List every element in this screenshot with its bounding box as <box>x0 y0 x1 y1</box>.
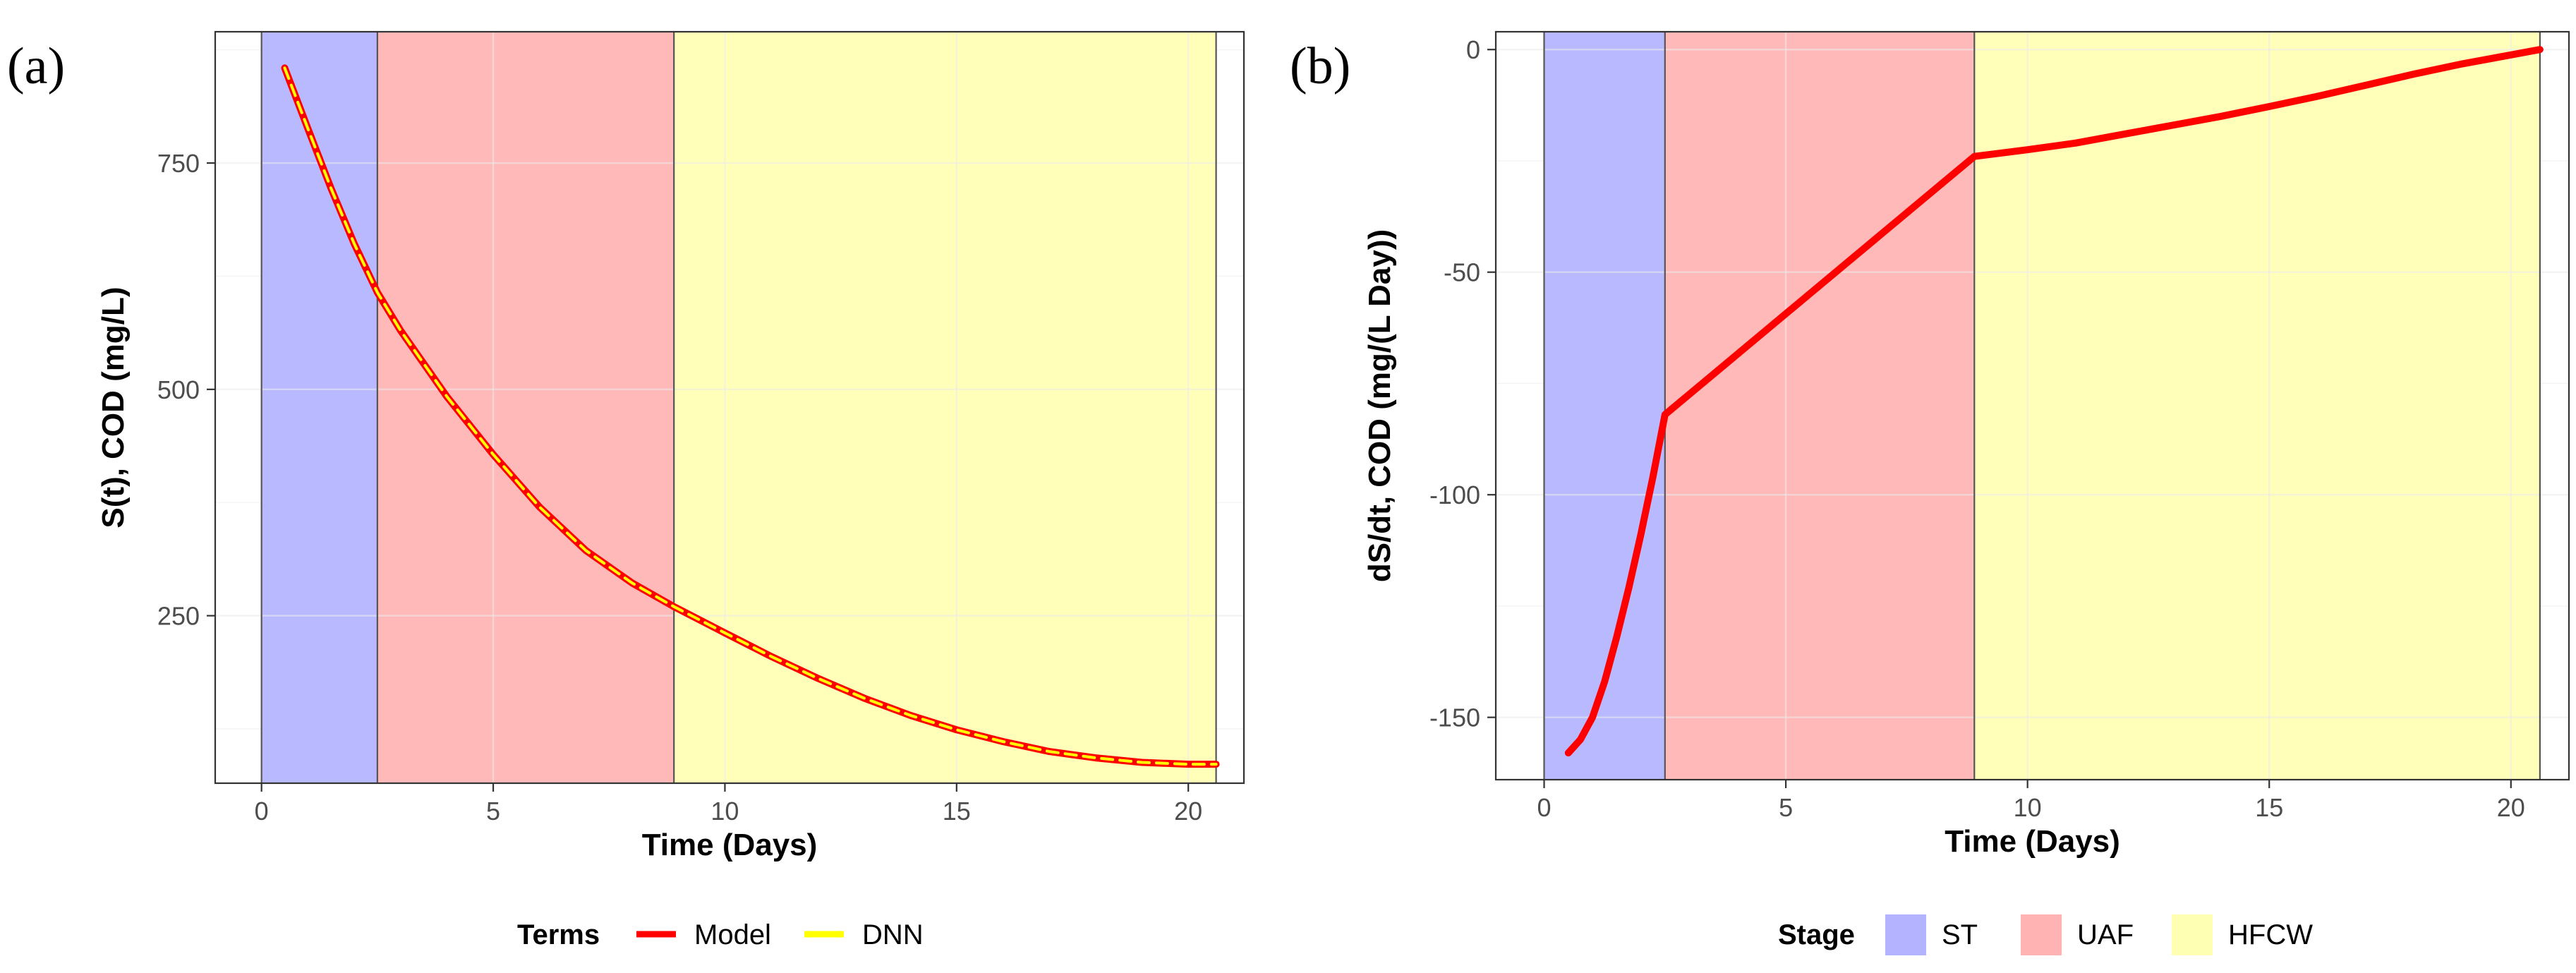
x-tick-label-0: 0 <box>255 797 269 826</box>
legend-terms-title: Terms <box>517 919 600 950</box>
stage-band-uaf <box>377 32 675 783</box>
x-tick-label-0: 0 <box>1537 793 1551 822</box>
panel-a-cod-concentration: (a) 0 5 10 15 20 250 500 750 Time (Days) S(t),… <box>7 30 1245 950</box>
stage-band-hfcw <box>1974 32 2540 780</box>
panel-a-y-ticks: 250 500 750 <box>157 149 215 631</box>
stage-band-st <box>1544 32 1665 780</box>
y-tick-label-250: 250 <box>157 602 200 631</box>
panel-b-cod-rate: (b) 0 5 10 15 20 -150 -100 -50 0 Time (Days) dS… <box>1290 30 2570 955</box>
legend-model-label: Model <box>694 919 771 950</box>
legend-stage-title: Stage <box>1778 919 1855 950</box>
legend-hfcw-label: HFCW <box>2228 919 2313 950</box>
y-tick-label-0: 0 <box>1466 35 1480 64</box>
legend-stage: Stage ST UAF HFCW <box>1778 914 2313 955</box>
panel-a-series <box>281 64 1220 768</box>
series-line-model <box>1564 46 2544 757</box>
legend-uaf-swatch <box>2021 914 2062 955</box>
y-tick-label-750: 750 <box>157 149 200 178</box>
panel-b-label: (b) <box>1290 37 1350 95</box>
panel-a-label: (a) <box>7 37 65 95</box>
y-tick-label-100: -100 <box>1429 481 1480 509</box>
series-line-dnn <box>283 66 1218 766</box>
panel-b-border <box>1494 30 2570 781</box>
x-tick-label-10: 10 <box>710 797 739 826</box>
legend-dnn-label: DNN <box>862 919 924 950</box>
panel-b-x-axis-title: Time (Days) <box>1945 824 2120 859</box>
x-tick-label-5: 5 <box>486 797 500 826</box>
x-tick-label-20: 20 <box>1174 797 1202 826</box>
stage-band-st <box>261 32 377 783</box>
y-tick-label-500: 500 <box>157 375 200 404</box>
panel-a-stage-bands <box>261 32 1216 783</box>
panel-a-major-grid <box>215 32 1244 783</box>
panel-b-y-axis-title: dS/dt, COD (mg/(L Day)) <box>1362 229 1397 582</box>
panel-a-y-axis-title: S(t), COD (mg/L) <box>96 286 131 528</box>
stage-band-hfcw <box>674 32 1216 783</box>
x-tick-label-15: 15 <box>943 797 971 826</box>
panel-a-x-ticks: 0 5 10 15 20 <box>255 783 1202 826</box>
legend-hfcw-swatch <box>2172 914 2213 955</box>
legend-uaf-label: UAF <box>2077 919 2134 950</box>
x-tick-label-10: 10 <box>2014 793 2042 822</box>
y-tick-label-150: -150 <box>1429 703 1480 732</box>
legend-st-swatch <box>1885 914 1926 955</box>
panel-b-y-ticks: -150 -100 -50 0 <box>1429 35 1496 732</box>
stage-band-uaf <box>1664 32 1975 780</box>
panel-b-major-grid <box>1496 32 2569 780</box>
panel-b-x-ticks: 0 5 10 15 20 <box>1537 780 2525 822</box>
x-tick-label-20: 20 <box>2497 793 2525 822</box>
panel-a-x-axis-title: Time (Days) <box>642 828 818 862</box>
panel-a-stage-separators <box>260 32 1217 783</box>
x-tick-label-15: 15 <box>2255 793 2283 822</box>
legend-st-label: ST <box>1942 919 1978 950</box>
y-tick-label-50: -50 <box>1444 258 1480 287</box>
panel-a-border <box>214 30 1245 785</box>
x-tick-label-5: 5 <box>1779 793 1793 822</box>
panel-b-series <box>1564 46 2544 757</box>
legend-terms: Terms Model DNN <box>517 919 924 950</box>
panel-b-stage-bands <box>1544 32 2540 780</box>
